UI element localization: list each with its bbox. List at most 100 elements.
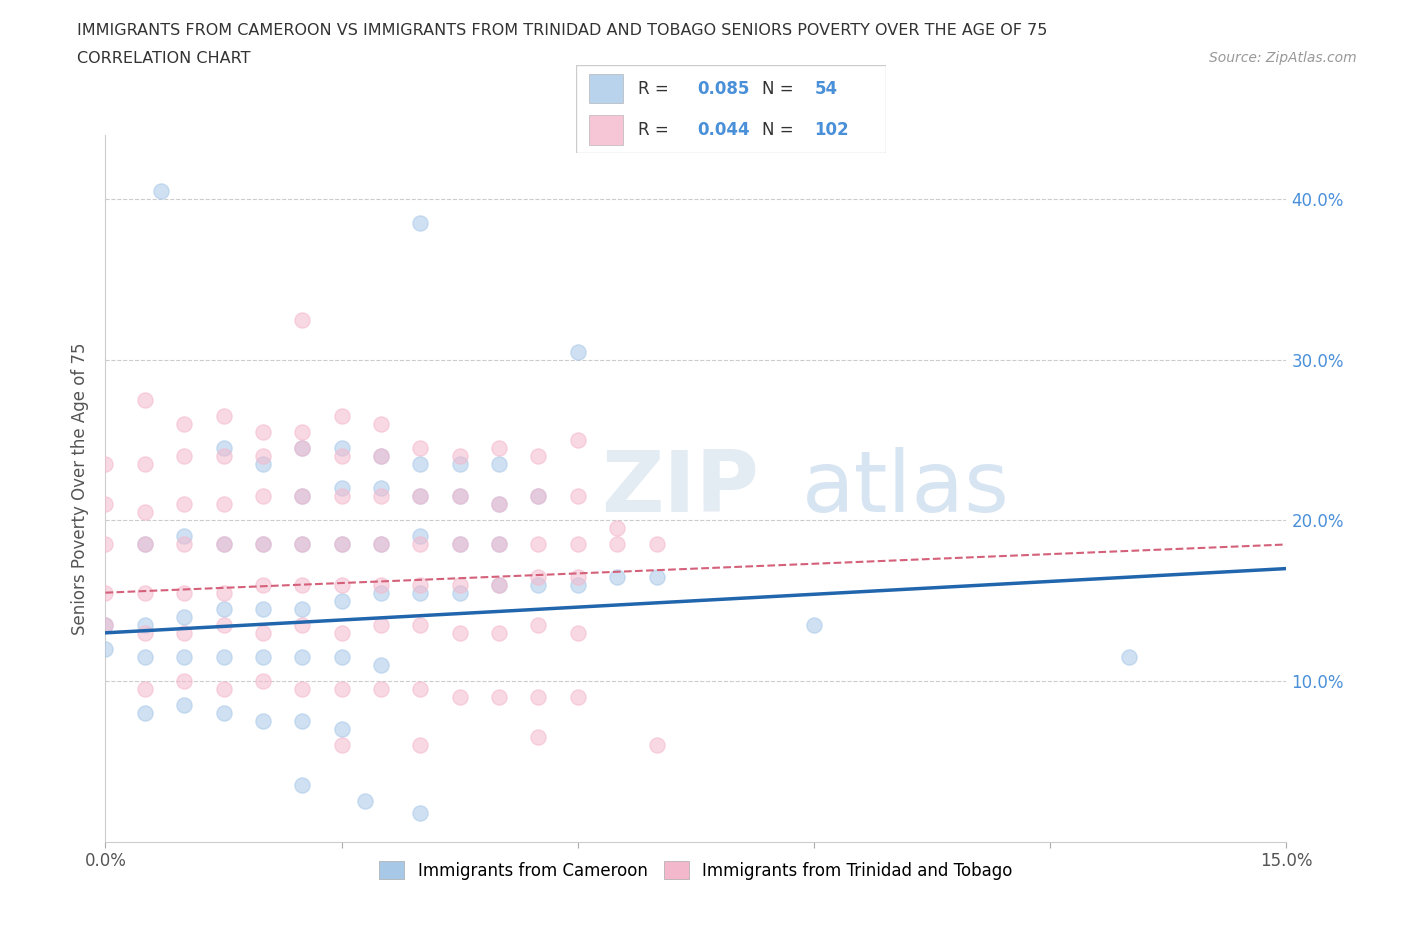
Point bbox=[409, 457, 432, 472]
Point bbox=[173, 585, 195, 600]
Point bbox=[252, 625, 274, 640]
Point bbox=[330, 441, 353, 456]
Point bbox=[94, 497, 117, 512]
Point bbox=[606, 521, 628, 536]
Point bbox=[212, 602, 235, 617]
Point bbox=[212, 448, 235, 463]
Point bbox=[291, 618, 314, 632]
Point bbox=[173, 537, 195, 551]
Text: R =: R = bbox=[638, 80, 669, 98]
Point bbox=[488, 537, 510, 551]
Point bbox=[330, 578, 353, 592]
Point bbox=[94, 618, 117, 632]
Point bbox=[94, 585, 117, 600]
Point bbox=[252, 537, 274, 551]
Point bbox=[370, 481, 392, 496]
Point bbox=[173, 609, 195, 624]
Point bbox=[527, 618, 550, 632]
Point bbox=[291, 778, 314, 793]
Point bbox=[330, 481, 353, 496]
Point bbox=[291, 602, 314, 617]
Point bbox=[527, 537, 550, 551]
Text: N =: N = bbox=[762, 121, 793, 139]
Point bbox=[291, 489, 314, 504]
Point bbox=[212, 441, 235, 456]
Point bbox=[212, 682, 235, 697]
Point bbox=[370, 537, 392, 551]
Point bbox=[252, 489, 274, 504]
Point bbox=[409, 489, 432, 504]
Point bbox=[488, 441, 510, 456]
Point bbox=[252, 649, 274, 664]
Text: N =: N = bbox=[762, 80, 793, 98]
Point bbox=[606, 569, 628, 584]
Point bbox=[449, 457, 471, 472]
Point bbox=[449, 448, 471, 463]
Point bbox=[173, 448, 195, 463]
Point bbox=[291, 578, 314, 592]
Y-axis label: Seniors Poverty Over the Age of 75: Seniors Poverty Over the Age of 75 bbox=[72, 342, 90, 634]
Point bbox=[354, 794, 377, 809]
Point bbox=[409, 529, 432, 544]
Point bbox=[134, 537, 156, 551]
Point bbox=[567, 537, 589, 551]
Point bbox=[94, 642, 117, 657]
Point bbox=[645, 569, 668, 584]
Text: 0.044: 0.044 bbox=[697, 121, 749, 139]
Point bbox=[212, 706, 235, 721]
Point bbox=[527, 690, 550, 705]
Point bbox=[449, 537, 471, 551]
Point bbox=[645, 537, 668, 551]
Point bbox=[134, 457, 156, 472]
Point bbox=[488, 578, 510, 592]
Point bbox=[370, 537, 392, 551]
Point bbox=[94, 537, 117, 551]
Point bbox=[330, 448, 353, 463]
Text: 0.085: 0.085 bbox=[697, 80, 749, 98]
Point bbox=[291, 649, 314, 664]
Point bbox=[527, 730, 550, 745]
Text: 102: 102 bbox=[814, 121, 849, 139]
Point bbox=[252, 537, 274, 551]
Point bbox=[291, 537, 314, 551]
Point bbox=[134, 537, 156, 551]
Point bbox=[173, 649, 195, 664]
Point bbox=[409, 578, 432, 592]
Point bbox=[330, 737, 353, 752]
Text: 54: 54 bbox=[814, 80, 838, 98]
Point bbox=[488, 578, 510, 592]
Point bbox=[252, 425, 274, 440]
Point bbox=[134, 505, 156, 520]
Point bbox=[149, 183, 172, 198]
Point bbox=[134, 649, 156, 664]
Point bbox=[409, 216, 432, 231]
Point bbox=[134, 706, 156, 721]
Point bbox=[173, 625, 195, 640]
Point bbox=[567, 690, 589, 705]
Point bbox=[409, 737, 432, 752]
Point bbox=[370, 658, 392, 672]
Point bbox=[567, 569, 589, 584]
Point bbox=[409, 682, 432, 697]
Point bbox=[212, 537, 235, 551]
Text: atlas: atlas bbox=[803, 446, 1011, 530]
Point bbox=[409, 537, 432, 551]
Point bbox=[212, 649, 235, 664]
Point bbox=[1118, 649, 1140, 664]
Point bbox=[488, 497, 510, 512]
Point bbox=[527, 489, 550, 504]
Bar bbox=[589, 74, 623, 103]
Point bbox=[134, 618, 156, 632]
Point bbox=[94, 618, 117, 632]
Point bbox=[173, 673, 195, 688]
Point bbox=[330, 649, 353, 664]
Text: IMMIGRANTS FROM CAMEROON VS IMMIGRANTS FROM TRINIDAD AND TOBAGO SENIORS POVERTY : IMMIGRANTS FROM CAMEROON VS IMMIGRANTS F… bbox=[77, 23, 1047, 38]
Point bbox=[409, 441, 432, 456]
Point bbox=[212, 408, 235, 423]
Point bbox=[449, 537, 471, 551]
Point bbox=[370, 585, 392, 600]
Point bbox=[330, 489, 353, 504]
Point bbox=[527, 569, 550, 584]
Text: R =: R = bbox=[638, 121, 669, 139]
Point bbox=[94, 457, 117, 472]
